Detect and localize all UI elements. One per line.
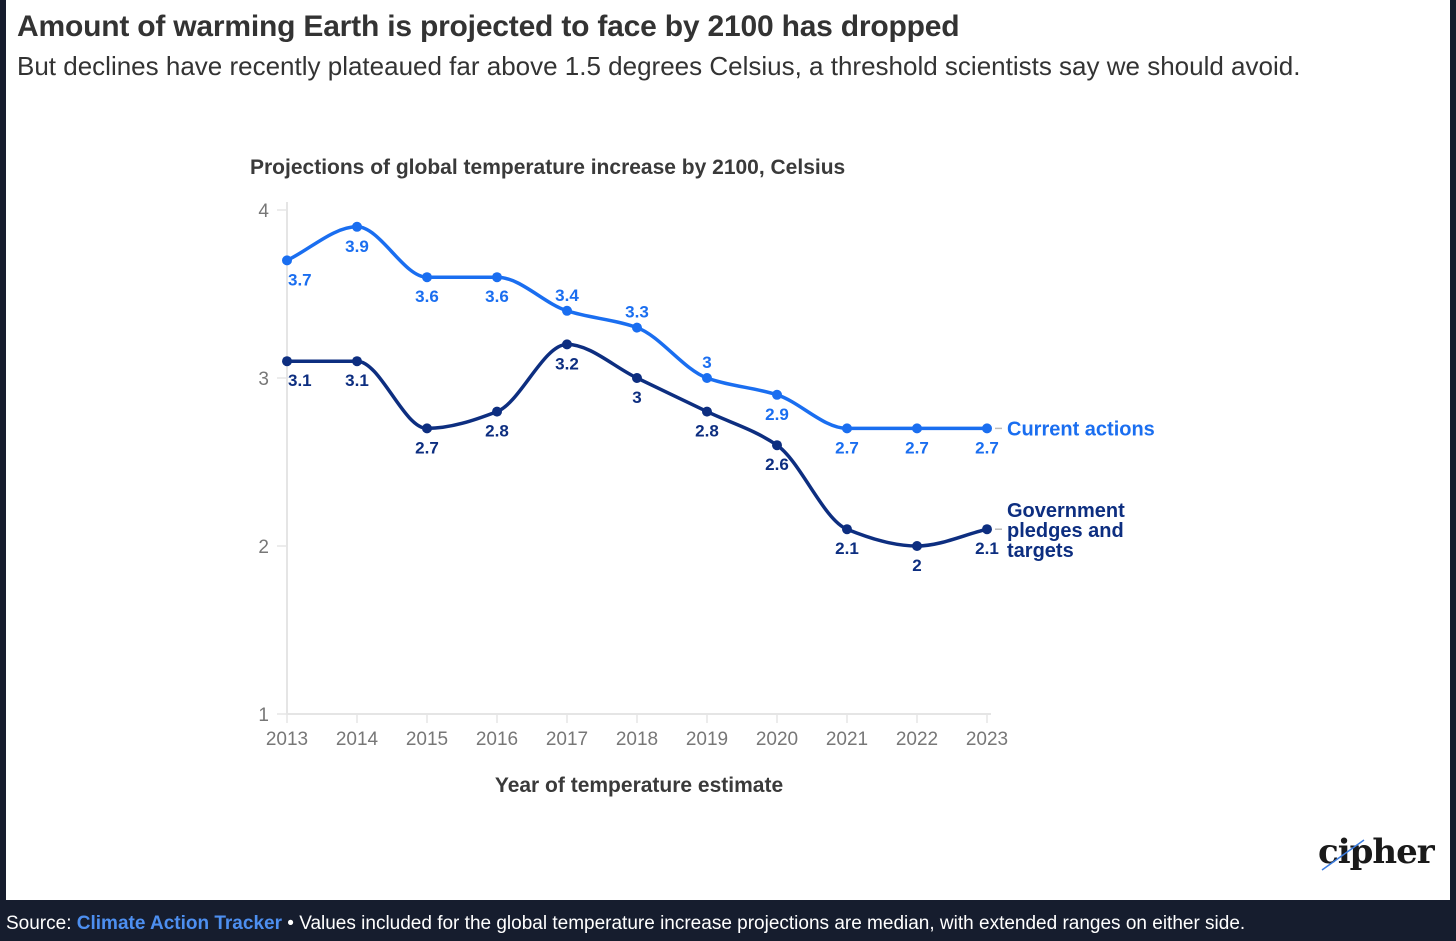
data-label-government-pledges: 2.8 <box>485 422 509 441</box>
headline: Amount of warming Earth is projected to … <box>17 10 960 43</box>
chart-panel <box>6 0 1450 900</box>
data-label-government-pledges: 3 <box>632 388 641 407</box>
y-tick-label: 2 <box>258 537 269 558</box>
data-label-government-pledges: 3.2 <box>555 354 579 373</box>
data-label-government-pledges: 2.6 <box>765 455 789 474</box>
source-note: • Values included for the global tempera… <box>281 913 1246 934</box>
data-label-current-actions: 3 <box>702 353 711 372</box>
data-point-government-pledges <box>982 524 992 535</box>
data-label-government-pledges: 3.1 <box>345 371 369 390</box>
data-label-government-pledges: 2.1 <box>835 539 859 558</box>
y-tick-label: 1 <box>258 705 269 726</box>
data-point-government-pledges <box>352 356 362 367</box>
data-point-government-pledges <box>772 440 782 451</box>
data-point-government-pledges <box>842 524 852 535</box>
x-axis-label: Year of temperature estimate <box>494 774 784 797</box>
source-link[interactable]: Climate Action Tracker <box>76 913 282 934</box>
data-label-current-actions: 3.6 <box>485 287 509 306</box>
x-tick-label: 2017 <box>546 729 588 750</box>
legend-label-government-pledges: targets <box>1007 540 1074 562</box>
y-tick-label: 3 <box>258 369 269 390</box>
data-label-current-actions: 2.7 <box>975 438 999 457</box>
cipher-logo: cipher <box>1318 832 1438 882</box>
data-label-government-pledges: 2.1 <box>975 539 999 558</box>
data-point-government-pledges <box>702 406 712 417</box>
footer-source-note: Source: Climate Action Tracker • Values … <box>6 906 1450 941</box>
data-point-current-actions <box>772 389 782 400</box>
data-label-government-pledges: 2.8 <box>695 422 719 441</box>
data-label-current-actions: 2.7 <box>905 438 929 457</box>
x-tick-label: 2020 <box>756 729 798 750</box>
x-tick-label: 2013 <box>266 729 308 750</box>
data-label-current-actions: 3.4 <box>555 286 579 305</box>
data-point-current-actions <box>422 272 432 283</box>
logo-slash-mark <box>1321 839 1365 871</box>
data-point-government-pledges <box>912 541 922 551</box>
data-point-current-actions <box>632 322 642 333</box>
legend-label-government-pledges: Government <box>1007 500 1125 522</box>
legend-label-government-pledges: pledges and <box>1007 520 1124 542</box>
x-tick-label: 2016 <box>476 729 518 750</box>
chart-title: Projections of global temperature increa… <box>250 156 846 179</box>
data-point-government-pledges <box>492 406 502 417</box>
x-tick-label: 2014 <box>336 729 379 750</box>
data-point-current-actions <box>702 373 712 383</box>
data-label-government-pledges: 3.1 <box>288 371 312 390</box>
data-point-government-pledges <box>282 356 292 367</box>
data-point-current-actions <box>912 423 922 434</box>
data-point-current-actions <box>492 272 502 283</box>
legend-label-current-actions: Current actions <box>1007 418 1155 440</box>
subheadline: But declines have recently plateaued far… <box>17 51 1301 81</box>
data-label-current-actions: 3.3 <box>625 303 649 322</box>
x-tick-label: 2023 <box>966 729 1008 750</box>
x-tick-label: 2022 <box>896 729 938 750</box>
data-label-current-actions: 3.7 <box>288 270 312 289</box>
source-prefix: Source: <box>6 913 77 934</box>
data-label-current-actions: 2.9 <box>765 405 789 424</box>
data-point-government-pledges <box>422 423 432 434</box>
data-point-government-pledges <box>562 339 572 350</box>
data-point-government-pledges <box>632 373 642 383</box>
x-tick-label: 2015 <box>406 729 448 750</box>
data-label-current-actions: 2.7 <box>835 438 859 457</box>
y-tick-label: 4 <box>258 201 269 222</box>
x-tick-label: 2018 <box>616 729 658 750</box>
x-tick-label: 2021 <box>826 729 868 750</box>
x-tick-label: 2019 <box>686 729 728 750</box>
data-label-government-pledges: 2.7 <box>415 438 439 457</box>
data-point-current-actions <box>562 305 572 316</box>
data-point-current-actions <box>282 255 292 266</box>
logo-text: cipher <box>1318 832 1435 872</box>
data-label-current-actions: 3.9 <box>345 237 369 256</box>
data-point-current-actions <box>982 423 992 434</box>
line-chart: 1 2 3 4 2013 2014 2015 2016 2017 2018 2019 2020 2021… <box>258 201 1155 750</box>
data-point-current-actions <box>352 221 362 232</box>
data-point-current-actions <box>842 423 852 434</box>
data-label-government-pledges: 2 <box>912 556 921 575</box>
data-label-current-actions: 3.6 <box>415 287 439 306</box>
